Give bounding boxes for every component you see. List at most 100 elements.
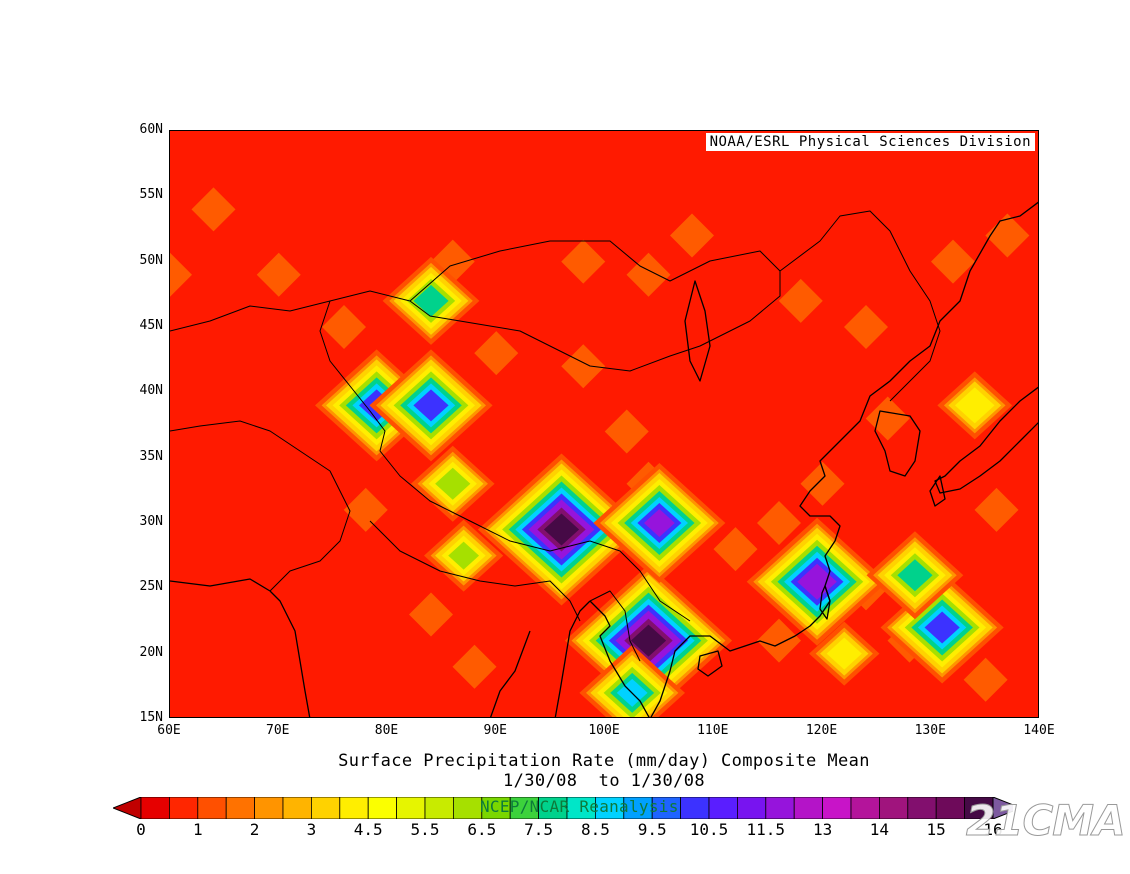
precip-contour-light	[561, 239, 606, 284]
border-india-nepal	[369, 520, 581, 622]
coastline-bay-of-bengal	[554, 600, 591, 717]
precip-contour-light	[191, 187, 236, 232]
colorbar-cell	[140, 797, 170, 819]
colorbar-tick-label: 15	[926, 820, 946, 839]
colorbar-tick-label: 2	[249, 820, 260, 839]
precip-contour	[435, 467, 471, 500]
sakhalin-outline	[684, 280, 711, 382]
precip-contour-light	[604, 409, 649, 454]
credit-label: NOAA/ESRL Physical Sciences Division	[705, 133, 1035, 151]
colorbar-cell	[424, 797, 454, 819]
colorbar-cell	[254, 797, 284, 819]
precip-contour	[954, 387, 995, 424]
precip-contour-light	[985, 213, 1030, 258]
colorbar-cell	[708, 797, 738, 819]
precip-contour-light	[963, 657, 1008, 702]
colorbar-tick-label: 8.5	[580, 820, 610, 839]
precip-contour-light	[452, 644, 497, 689]
lon-tick-label: 130E	[914, 723, 946, 738]
border-china-north	[779, 210, 941, 402]
lat-tick-label: 40N	[139, 383, 163, 399]
watermark-logo: 21CMA	[966, 796, 1127, 846]
precip-contour-light	[322, 305, 366, 349]
colorbar-tick-label: 9.5	[637, 820, 667, 839]
lat-tick-label: 35N	[139, 448, 163, 464]
lon-tick-label: 60E	[157, 723, 181, 738]
kyushu-outline	[929, 475, 946, 507]
coastline-india-east	[490, 630, 531, 717]
colorbar-cell	[310, 797, 341, 819]
precip-contour-light	[844, 305, 888, 349]
lon-tick-label: 120E	[805, 723, 838, 738]
colorbar-cell	[169, 797, 199, 819]
precip-contour-light	[430, 239, 475, 284]
precip-contour-light	[343, 487, 388, 532]
colorbar-cell	[680, 797, 710, 819]
colorbar-over-arrow	[992, 797, 1013, 819]
lat-tick-label: 50N	[139, 252, 163, 268]
colorbar-tick-label: 11.5	[746, 820, 786, 839]
colorbar-tick-label: 13	[812, 820, 833, 839]
korea-outline	[874, 410, 921, 477]
colorbar-cell	[879, 797, 909, 819]
colorbar-tick-label: 16	[983, 820, 1003, 839]
contour-layer	[170, 187, 1038, 717]
precip-contour-light	[865, 396, 910, 441]
border-china-west	[319, 300, 691, 622]
precip-contour-light	[256, 252, 301, 297]
precip-contour-light	[974, 487, 1019, 532]
border-myanmar	[589, 590, 641, 662]
border-mongolia	[409, 240, 781, 372]
colorbar-tick-label: 0	[136, 820, 146, 839]
lat-tick-label: 55N	[139, 187, 163, 203]
precip-contour	[797, 563, 837, 600]
colorbar	[113, 797, 1013, 819]
coastline-arabian	[170, 578, 271, 592]
border-kazakh	[170, 290, 411, 332]
lon-tick-label: 100E	[588, 723, 620, 738]
border-central-asia	[170, 420, 351, 592]
colorbar-cell	[935, 797, 966, 819]
precip-contour-light	[931, 239, 975, 284]
precip-contour-light	[757, 618, 801, 663]
colorbar-cell	[282, 797, 312, 819]
colorbar-tick-label: 4.5	[353, 820, 383, 839]
precipitation-map: NOAA/ESRL Physical Sciences Division	[169, 130, 1039, 718]
colorbar-cell	[367, 797, 397, 819]
colorbar-cell	[339, 797, 369, 819]
precip-contour-light	[778, 278, 823, 323]
precip-contour	[897, 559, 933, 592]
precip-contour-light	[561, 344, 606, 389]
precip-contour	[924, 611, 960, 644]
precip-contour	[448, 541, 480, 570]
hainan-outline	[697, 650, 723, 677]
date-range: 1/30/08 to 1/30/08	[502, 771, 706, 791]
colorbar-tick-label: 7.5	[524, 820, 554, 839]
lat-tick-label: 60N	[139, 122, 163, 137]
precip-contour	[630, 624, 667, 657]
lat-tick-label: 30N	[139, 514, 163, 529]
colorbar-under-arrow	[113, 797, 142, 819]
japan-outline	[934, 386, 1038, 494]
colorbar-tick-label: 6.5	[467, 820, 497, 839]
colorbar-tick-label: 14	[869, 820, 890, 839]
lat-tick-label: 20N	[139, 644, 163, 660]
precipitation-contours	[170, 187, 1030, 717]
coastline-india-west	[269, 590, 311, 717]
precip-contour-light	[626, 252, 671, 297]
colorbar-tick-label: 10.5	[689, 820, 729, 839]
precip-contour	[826, 637, 862, 670]
chart-title: Surface Precipitation Rate (mm/day) Comp…	[338, 751, 870, 771]
colorbar-tick-label: 1	[192, 820, 203, 839]
colorbar-cell	[765, 797, 795, 819]
precip-contour-light	[409, 592, 453, 637]
precip-contour-light	[800, 461, 845, 506]
precip-contour-light	[474, 331, 519, 376]
colorbar-cell	[197, 797, 227, 819]
colorbar-cell	[850, 797, 880, 819]
precip-contour	[413, 284, 449, 317]
colorbar-cell	[907, 797, 937, 819]
precip-contour-light	[670, 213, 714, 258]
lon-tick-label: 140E	[1023, 723, 1055, 738]
lon-tick-label: 70E	[266, 723, 290, 738]
